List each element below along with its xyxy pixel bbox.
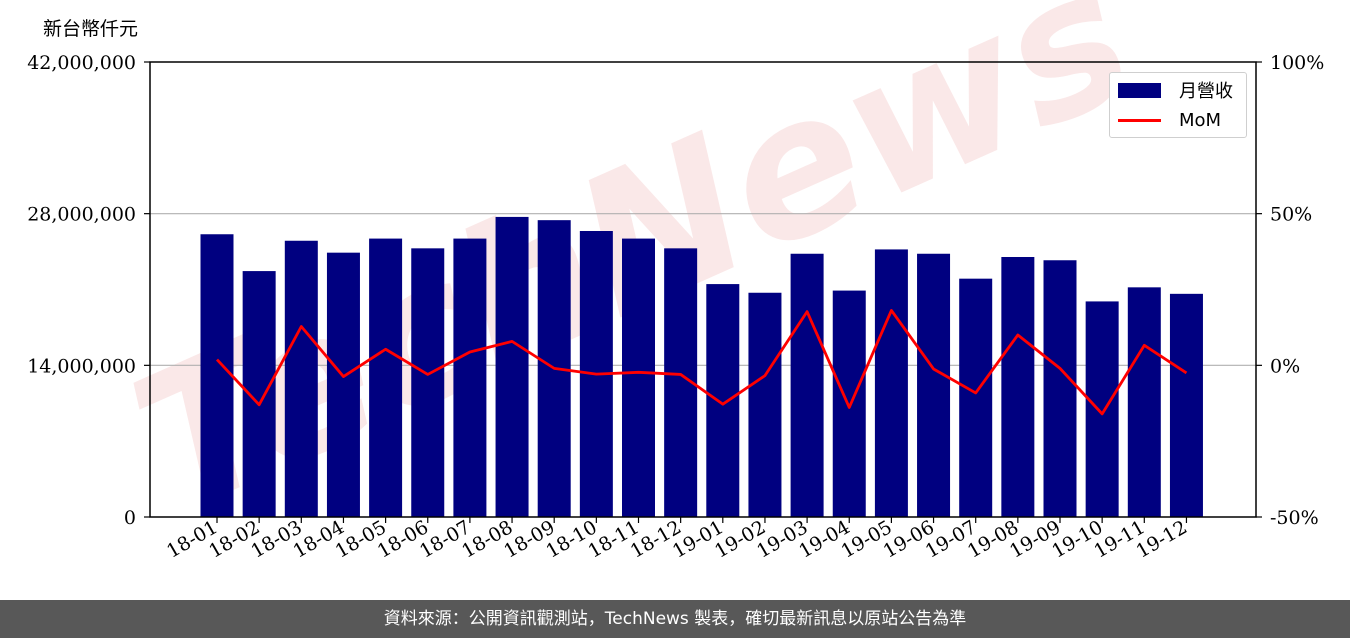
legend-label-mom: MoM	[1179, 109, 1222, 131]
legend-label-revenue: 月營收	[1179, 81, 1233, 102]
right-tick-label: 0%	[1270, 355, 1300, 377]
legend-swatch-bar	[1118, 82, 1161, 98]
bar-19-04	[832, 290, 866, 517]
legend: 月營收 MoM	[1109, 72, 1247, 138]
bar-19-02	[748, 292, 782, 517]
y-axis-unit-label: 新台幣仟元	[43, 18, 139, 40]
bar-19-12	[1169, 293, 1203, 517]
bar-18-08	[495, 216, 529, 517]
bar-19-08	[1001, 257, 1035, 517]
bar-19-03	[790, 253, 824, 517]
bar-18-06	[411, 248, 445, 518]
right-tick-label: 50%	[1270, 204, 1312, 226]
legend-item-mom: MoM	[1118, 108, 1221, 132]
bar-19-05	[874, 249, 908, 517]
bar-18-01	[200, 234, 234, 517]
bar-18-07	[453, 238, 487, 518]
plot-frame	[149, 61, 1257, 518]
left-tick-label: 42,000,000	[27, 52, 136, 74]
bar-18-03	[284, 240, 318, 517]
bar-18-04	[326, 252, 360, 517]
bar-19-10	[1085, 301, 1119, 517]
footer-source-note: 資料來源：公開資訊觀測站，TechNews 製表，確切最新訊息以原站公告為準	[0, 600, 1350, 638]
chart: TechNews014,000,00028,000,00042,000,000-…	[27, 0, 1324, 563]
bar-19-11	[1127, 287, 1161, 517]
bar-19-09	[1043, 260, 1077, 517]
left-tick-label: 28,000,000	[27, 204, 136, 226]
left-tick-label: 14,000,000	[27, 355, 136, 377]
bar-19-07	[959, 278, 993, 517]
mom-line	[215, 309, 1188, 416]
right-tick-label: -50%	[1270, 507, 1319, 529]
right-tick-label: 100%	[1270, 52, 1324, 74]
bar-18-05	[369, 238, 403, 518]
left-tick-label: 0	[124, 507, 136, 529]
legend-item-revenue: 月營收	[1118, 78, 1233, 102]
bar-19-06	[917, 253, 951, 517]
legend-swatch-line	[1118, 118, 1161, 122]
bar-18-11	[622, 238, 655, 518]
bar-19-01	[706, 284, 740, 517]
